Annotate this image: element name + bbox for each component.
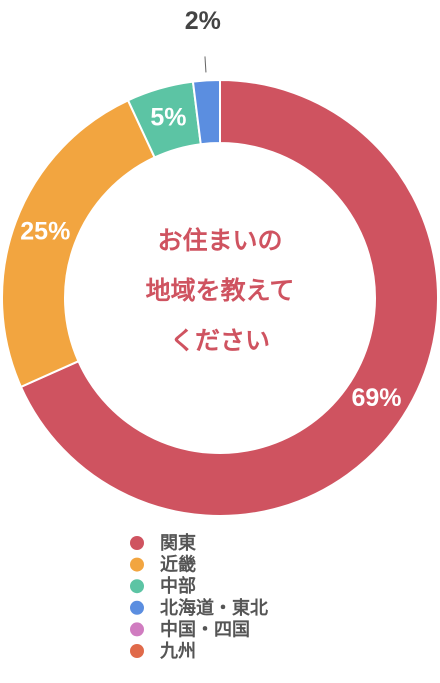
legend-label: 近畿 xyxy=(160,554,196,576)
legend-marker xyxy=(130,644,144,658)
legend-marker xyxy=(130,600,144,615)
legend-label: 中国・四国 xyxy=(160,618,250,640)
value-label: 2% xyxy=(185,7,221,35)
slice xyxy=(19,78,439,517)
center-text: ください xyxy=(170,326,270,355)
legend-marker xyxy=(130,579,144,594)
legend-marker xyxy=(130,622,144,637)
legend-marker xyxy=(130,557,144,572)
value-label: 5% xyxy=(150,103,186,131)
legend-label: 中部 xyxy=(160,575,196,597)
center-text: 地域を教えて xyxy=(146,276,295,305)
legend-marker xyxy=(130,536,144,550)
center-text: お住まいの xyxy=(157,226,282,255)
value-label: 25% xyxy=(20,217,70,245)
legend-label: 九州 xyxy=(159,641,196,662)
value-label: 69% xyxy=(351,384,401,412)
leader-line xyxy=(204,56,207,73)
legend-label: 北海道・東北 xyxy=(160,597,268,619)
legend-label: 関東 xyxy=(160,532,196,554)
